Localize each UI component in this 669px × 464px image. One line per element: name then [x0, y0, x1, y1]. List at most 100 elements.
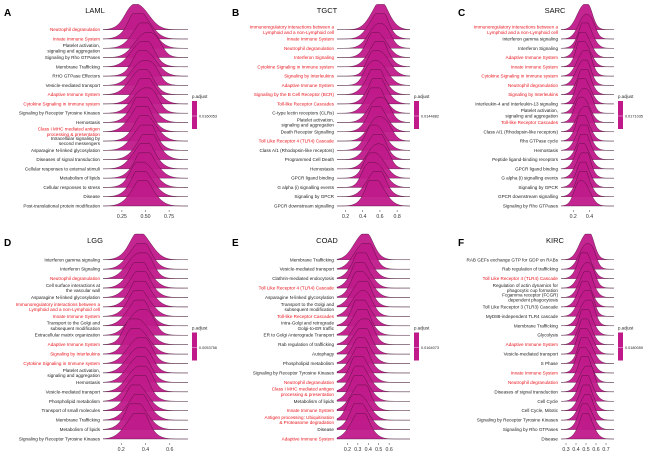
row-label: Cytokine Signaling in Immune system	[23, 101, 100, 106]
row-label: Signaling by Receptor Tyrosine Kinases	[19, 111, 101, 116]
row-label: Post-translational protein modification	[23, 204, 100, 209]
ridge-density	[102, 394, 188, 421]
row-label: Hemostasis	[534, 148, 559, 153]
panel-title: COAD	[316, 236, 338, 245]
row-label: Toll Like Receptor 4 (TLR4) Cascade	[259, 139, 335, 144]
row-label: Innate Immune System	[53, 314, 100, 319]
row-label: Adaptive Immune System	[282, 83, 335, 88]
row-label: Cellular responses to external stimuli	[25, 166, 100, 171]
row-label: Innate Immune System	[287, 408, 334, 413]
x-tick-label: 0.6	[592, 447, 599, 453]
row-label: Rab regulation of trafficking	[278, 342, 334, 347]
ridge-density	[560, 106, 614, 132]
legend-value: 0.0180059	[625, 346, 643, 350]
row-label: Extracellular matrix organization	[35, 333, 101, 338]
row-label: Hemostasis	[310, 166, 335, 171]
x-tick-label: 0.6	[386, 447, 393, 453]
panel-A: A LAML 0.25 0.50 0.75 Neutrophil degranulatio…	[4, 4, 217, 220]
row-label: Platelet activation, signaling and aggreg…	[505, 108, 558, 118]
row-label: Innate Immune System	[511, 370, 558, 375]
row-label: Vesicle-mediated transport	[46, 83, 101, 88]
row-label: Interferon gamma signaling	[44, 257, 100, 262]
row-label: Signaling by the B Cell Receptor (BCR)	[254, 92, 335, 97]
row-label: GPCR downstream signalling	[498, 194, 558, 199]
row-label: Transport of small molecules	[41, 408, 100, 413]
legend-title: p.adjust	[192, 326, 208, 331]
row-label: Signaling by GPCR	[518, 185, 558, 190]
legend-colorbar	[618, 101, 623, 129]
x-tick-label: 0.4	[586, 214, 593, 220]
row-label: Toll-like Receptor Cascades	[277, 101, 335, 106]
panel-letter: D	[4, 238, 11, 249]
legend-colorbar	[618, 332, 623, 361]
row-label: RAB GEFs exchange GTP for GDP on RABs	[467, 257, 559, 262]
panel-letter: A	[4, 8, 11, 19]
row-label: Signaling by GPCR	[294, 194, 334, 199]
row-label: Signaling by Receptor Tyrosine Kinases	[477, 418, 559, 423]
x-tick-label: 0.3	[562, 447, 569, 453]
row-label: Platelet activation, signaling and aggreg…	[281, 117, 334, 127]
panel-B: B TGCT 0.2 0.4 0.6 0.8 Immunoregulatory intera…	[232, 4, 439, 220]
panel-title: TGCT	[317, 6, 338, 15]
legend-value: 0.0144882	[421, 115, 439, 119]
row-label: Cytokine Signaling in Immune system	[257, 64, 334, 69]
row-label: Signaling by Receptor Tyrosine Kinases	[19, 437, 101, 442]
row-label: Platelet activation, signaling and aggreg…	[47, 368, 100, 378]
row-label: Regulation of actin dynamics for phagocyt…	[493, 283, 559, 293]
row-label: Asparagine N-linked glycosylation	[31, 148, 100, 153]
row-label: Signaling by Interleukins	[508, 92, 558, 97]
legend-colorbar	[192, 101, 197, 129]
row-label: Membrane Trafficking	[56, 418, 101, 423]
row-label: Interleukin-4 and Interleukin-13 signali…	[475, 101, 558, 106]
row-label: GPCR ligand binding	[291, 176, 334, 181]
row-label: Fcgamma receptor (FCGR) dependent phagocy…	[502, 292, 559, 302]
legend-title: p.adjust	[414, 94, 430, 99]
row-label: Vesicle-mediated transport	[280, 267, 335, 272]
legend-value: 0.0171035	[625, 115, 643, 119]
row-label: ER to Golgi Anterograde Transport	[264, 333, 335, 338]
row-label: Diseases of signal transduction	[36, 157, 100, 162]
row-label: Toll Like Receptor 3 (TLR3) Cascade	[483, 304, 559, 309]
row-label: Disease	[317, 427, 334, 432]
row-label: S Phase	[541, 361, 559, 366]
row-label: Interferon gamma signaling	[502, 36, 558, 41]
x-tick-label: 0.3	[354, 447, 361, 453]
row-label: Asparagine N-linked glycosylation	[265, 295, 334, 300]
panel-E: E COAD 0.2 0.3 0.4 0.5 0.6 Membrane Trafficking…	[232, 233, 439, 453]
row-label: Toll-like Receptor Cascades	[277, 314, 335, 319]
row-label: Metabolism of lipids	[60, 427, 101, 432]
row-label: Signaling by Receptor Tyrosine Kinases	[253, 370, 335, 375]
row-label: Intracellular signaling by second messeng…	[51, 136, 101, 146]
legend-title: p.adjust	[618, 326, 634, 331]
x-tick-label: 0.2	[342, 214, 349, 220]
x-tick-label: 0.7	[602, 447, 609, 453]
ridge-density	[560, 180, 614, 207]
x-tick-label: 0.2	[570, 214, 577, 220]
row-label: Intra-Golgi and retrograde Golgi-to-ER tr…	[281, 321, 335, 331]
row-label: G alpha (i) signalling events	[277, 185, 334, 190]
x-tick-label: 0.5	[375, 447, 382, 453]
row-label: Clathrin-mediated endocytosis	[272, 276, 334, 281]
panel-letter: E	[232, 238, 239, 249]
row-label: Interferon Signaling	[518, 46, 558, 51]
row-label: Disease	[83, 194, 100, 199]
row-label: Innate Immune System	[511, 64, 558, 69]
row-label: Innate Immune System	[287, 36, 334, 41]
ridge-density	[336, 180, 411, 207]
x-tick-label: 0.4	[142, 447, 149, 453]
panel-title: KIRC	[546, 236, 565, 245]
row-label: Membrane Trafficking	[290, 257, 335, 262]
row-label: Class A/1 (Rhodopsin-like receptors)	[259, 148, 334, 153]
row-label: Autophagy	[312, 352, 335, 357]
panel-C: C SARC 0.2 0.4 Immunoregulatory interactions…	[458, 4, 643, 220]
row-label: Adaptive Immune System	[48, 342, 101, 347]
ridge-density	[102, 413, 188, 440]
panel-D: D LGG 0.2 0.4 0.6 Interferon gamma signaling I…	[4, 233, 217, 453]
row-label: Neutrophil degranulation	[50, 27, 101, 32]
legend-value: 0.0164073	[421, 346, 439, 350]
ridge-density	[337, 106, 411, 132]
panel-title: LAML	[85, 6, 105, 15]
ridge-density	[336, 413, 410, 440]
